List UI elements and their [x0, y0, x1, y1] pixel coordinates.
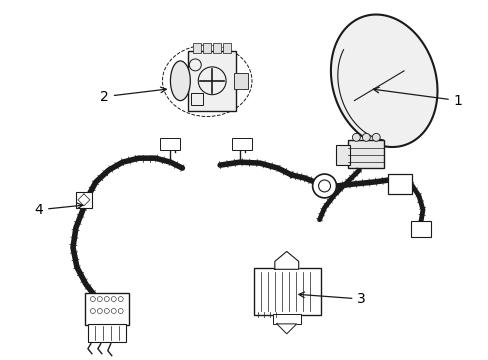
Text: 1: 1 [373, 87, 462, 108]
FancyBboxPatch shape [234, 73, 247, 89]
FancyBboxPatch shape [213, 43, 221, 53]
FancyBboxPatch shape [410, 221, 430, 237]
FancyBboxPatch shape [336, 145, 350, 165]
FancyBboxPatch shape [188, 51, 236, 111]
Text: 2: 2 [100, 87, 166, 104]
Circle shape [352, 133, 360, 141]
Polygon shape [274, 251, 298, 269]
FancyBboxPatch shape [272, 314, 300, 324]
FancyBboxPatch shape [193, 43, 201, 53]
Polygon shape [276, 324, 296, 334]
Circle shape [362, 133, 369, 141]
FancyBboxPatch shape [85, 293, 128, 325]
Circle shape [371, 133, 380, 141]
FancyBboxPatch shape [253, 268, 320, 315]
Polygon shape [330, 14, 437, 147]
Ellipse shape [170, 61, 190, 100]
FancyBboxPatch shape [387, 174, 411, 194]
FancyBboxPatch shape [347, 140, 384, 168]
Circle shape [312, 174, 336, 198]
FancyBboxPatch shape [203, 43, 211, 53]
FancyBboxPatch shape [88, 324, 125, 342]
FancyBboxPatch shape [223, 43, 231, 53]
FancyBboxPatch shape [232, 138, 251, 150]
FancyBboxPatch shape [76, 192, 92, 208]
Text: 4: 4 [34, 203, 82, 217]
FancyBboxPatch shape [160, 138, 180, 150]
Text: 3: 3 [298, 292, 366, 306]
